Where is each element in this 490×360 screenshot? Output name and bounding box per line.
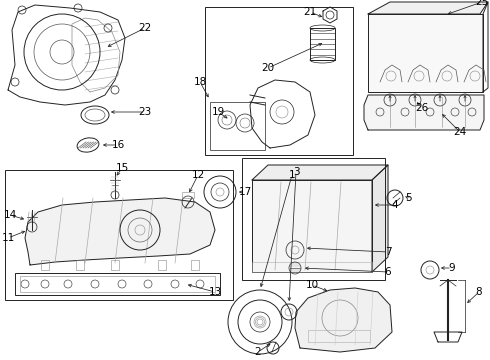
Bar: [308, 330, 370, 342]
Polygon shape: [295, 288, 392, 352]
Text: 14: 14: [3, 210, 17, 220]
Text: 19: 19: [211, 107, 224, 117]
Text: 11: 11: [1, 233, 15, 243]
Bar: [15, 273, 220, 295]
Text: 22: 22: [138, 23, 151, 33]
Text: 5: 5: [405, 193, 411, 203]
Bar: [210, 102, 265, 150]
Text: 2: 2: [255, 347, 261, 357]
Text: 24: 24: [453, 127, 466, 137]
Bar: [111, 260, 119, 270]
Bar: [158, 260, 166, 270]
Polygon shape: [372, 165, 388, 272]
Polygon shape: [368, 2, 488, 14]
Text: 18: 18: [194, 77, 207, 87]
Bar: [5, 170, 233, 300]
Bar: [252, 262, 372, 272]
Bar: [76, 260, 84, 270]
Bar: [20, 276, 215, 292]
Text: 7: 7: [385, 247, 392, 257]
Text: 9: 9: [449, 263, 455, 273]
Text: 8: 8: [476, 287, 482, 297]
Bar: [182, 192, 194, 198]
Bar: [310, 28, 335, 60]
Bar: [205, 7, 353, 155]
Text: 16: 16: [111, 140, 124, 150]
Text: 15: 15: [115, 163, 129, 173]
Text: 6: 6: [385, 267, 392, 277]
Text: 20: 20: [262, 63, 274, 73]
Polygon shape: [252, 165, 388, 180]
Text: 23: 23: [138, 107, 151, 117]
Text: 21: 21: [303, 7, 317, 17]
Bar: [242, 158, 385, 280]
Bar: [41, 260, 49, 270]
Text: 4: 4: [392, 200, 398, 210]
Text: 13: 13: [208, 287, 221, 297]
Text: 26: 26: [416, 103, 429, 113]
Text: 25: 25: [475, 0, 489, 7]
Bar: [368, 14, 483, 92]
Text: 10: 10: [305, 280, 318, 290]
Polygon shape: [25, 198, 215, 265]
Text: 1: 1: [289, 170, 295, 180]
Text: 12: 12: [192, 170, 205, 180]
Bar: [191, 260, 199, 270]
Bar: [252, 180, 372, 272]
Polygon shape: [364, 95, 484, 130]
Text: 3: 3: [293, 167, 299, 177]
Text: 17: 17: [238, 187, 252, 197]
